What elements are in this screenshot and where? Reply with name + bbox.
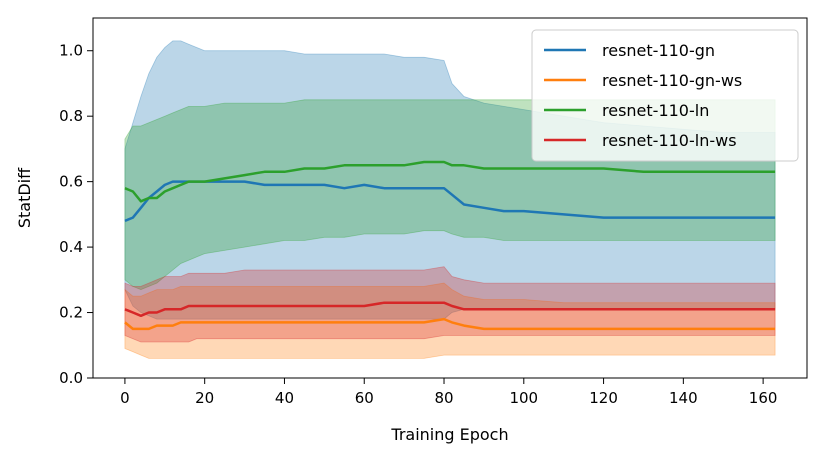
y-tick-label: 0.0 (59, 369, 83, 387)
legend-label-resnet-110-gn-ws: resnet-110-gn-ws (602, 71, 742, 90)
plot-frame (92, 17, 808, 379)
x-tick-label: 60 (355, 389, 374, 407)
legend-label-resnet-110-gn: resnet-110-gn (602, 41, 715, 60)
x-axis-ticks: 0 20 40 60 80 100 120 140 160 (120, 378, 777, 407)
line-resnet-110-ln (124, 160, 776, 203)
y-tick-label: 0.2 (59, 304, 83, 322)
line-resnet-110-gn-ws (124, 317, 776, 331)
legend: resnet-110-gn resnet-110-gn-ws resnet-110-… (531, 29, 799, 162)
x-tick-label: 100 (509, 389, 538, 407)
y-axis-ticks: 0.0 0.2 0.4 0.6 0.8 1.0 (59, 42, 93, 387)
series-lines (124, 160, 776, 331)
line-resnet-110-ln-ws (124, 301, 776, 318)
legend-label-resnet-110-ln: resnet-110-ln (602, 101, 709, 120)
y-tick-label: 1.0 (59, 42, 83, 60)
x-tick-label: 20 (195, 389, 214, 407)
line-resnet-110-gn (124, 180, 776, 223)
legend-box (531, 29, 799, 162)
x-tick-label: 0 (120, 389, 130, 407)
x-tick-label: 120 (589, 389, 618, 407)
x-tick-label: 80 (434, 389, 453, 407)
y-axis-label: StatDiff (15, 167, 34, 228)
legend-items: resnet-110-gn resnet-110-gn-ws resnet-110-… (544, 41, 742, 150)
y-tick-label: 0.8 (59, 107, 83, 125)
x-tick-label: 140 (669, 389, 698, 407)
x-axis-label: Training Epoch (390, 425, 508, 444)
x-tick-label: 160 (749, 389, 778, 407)
x-tick-label: 40 (275, 389, 294, 407)
y-tick-label: 0.4 (59, 238, 83, 256)
legend-label-resnet-110-ln-ws: resnet-110-ln-ws (602, 131, 737, 150)
y-tick-label: 0.6 (59, 173, 83, 191)
